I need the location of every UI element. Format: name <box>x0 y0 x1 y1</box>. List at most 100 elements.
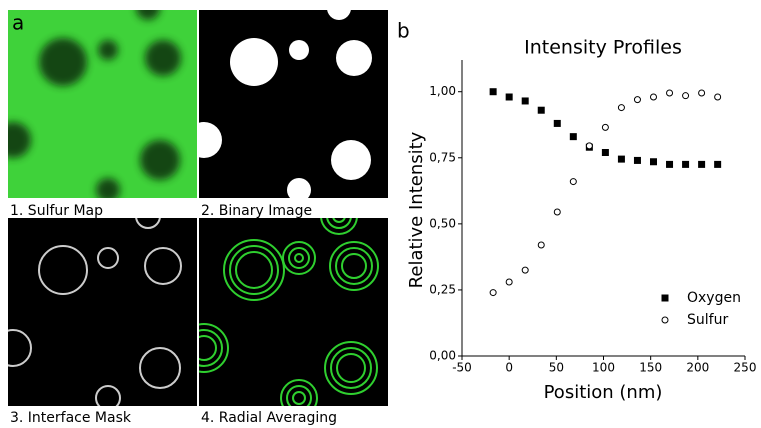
binary-blob <box>289 40 309 60</box>
mask-ring <box>135 218 161 229</box>
chart-title: Intensity Profiles <box>524 37 682 59</box>
point <box>569 133 577 141</box>
point <box>698 160 706 168</box>
legend-label: Sulfur <box>687 312 728 328</box>
blob <box>136 10 160 20</box>
caption: 1. Sulfur Map <box>10 203 103 219</box>
radial-ring <box>292 391 306 405</box>
binary-blob <box>327 10 351 20</box>
y-tick-label: 0,75 <box>429 150 456 164</box>
mask-ring <box>97 247 119 269</box>
point <box>633 156 641 164</box>
legend-marker <box>661 316 669 324</box>
legend-marker <box>661 294 669 302</box>
point <box>666 89 674 97</box>
radial-ring <box>324 341 378 395</box>
point <box>569 178 577 186</box>
point <box>553 119 561 127</box>
x-tick-label: 50 <box>549 361 564 375</box>
point <box>521 97 529 105</box>
x-axis-label: Position (nm) <box>544 382 663 403</box>
point <box>601 149 609 156</box>
point <box>537 106 545 114</box>
radial-ring <box>286 385 312 406</box>
point <box>601 123 609 131</box>
radial-ring <box>341 253 367 279</box>
radial-ring <box>326 218 352 229</box>
radial-ring <box>199 323 229 373</box>
radial-ring <box>223 239 285 301</box>
y-tick-label: 1,00 <box>429 84 456 98</box>
point <box>633 96 641 104</box>
radial-ring <box>329 241 379 291</box>
radial-ring <box>229 245 279 295</box>
point <box>714 93 722 101</box>
radial-ring <box>235 251 273 289</box>
blob <box>39 38 87 86</box>
x-tick-label: 100 <box>592 361 615 375</box>
point <box>617 104 625 112</box>
blob <box>145 40 181 76</box>
radial-ring <box>320 218 358 235</box>
blob <box>96 178 120 198</box>
radial-ring <box>336 353 366 383</box>
x-tick-label: 0 <box>505 361 513 375</box>
radial-ring <box>199 335 217 361</box>
x-tick-label: -50 <box>452 361 472 375</box>
point <box>553 208 561 216</box>
binary-blob <box>331 140 371 180</box>
mask-ring <box>38 245 88 295</box>
y-tick-label: 0,50 <box>429 216 456 230</box>
radial-ring <box>280 379 318 406</box>
point <box>682 160 690 168</box>
mask-ring <box>8 329 32 367</box>
panel-label: a <box>12 11 24 35</box>
point <box>537 241 545 249</box>
mask-ring <box>139 347 181 389</box>
blob <box>98 40 118 60</box>
point <box>505 278 513 286</box>
point <box>489 289 497 297</box>
point <box>682 92 690 100</box>
point <box>617 155 625 163</box>
caption: 3. Interface Mask <box>10 410 132 426</box>
interface-mask <box>8 218 197 406</box>
radial-ring <box>332 218 346 223</box>
radial-ring <box>335 247 373 285</box>
point <box>649 93 657 101</box>
caption: 4. Radial Averaging <box>201 410 337 426</box>
radial-ring <box>294 253 304 263</box>
radial-ring <box>199 329 223 367</box>
point <box>521 266 529 274</box>
y-tick-label: 0,00 <box>429 349 456 363</box>
x-tick-label: 250 <box>734 361 757 375</box>
radial-ring <box>330 347 372 389</box>
x-tick-label: 150 <box>639 361 662 375</box>
point <box>489 88 497 96</box>
binary-blob <box>199 122 222 158</box>
mask-rings <box>8 218 182 406</box>
legend-label: Oxygen <box>687 290 741 306</box>
blobs <box>8 10 181 198</box>
point <box>505 93 513 101</box>
blob <box>8 122 31 158</box>
binary-blobs <box>199 10 372 198</box>
mask-ring <box>95 385 121 406</box>
mask-ring <box>144 247 182 285</box>
caption: 2. Binary Image <box>201 203 312 219</box>
x-tick-label: 200 <box>686 361 709 375</box>
point <box>714 160 722 168</box>
blob <box>140 140 180 180</box>
binary-blob <box>287 178 311 198</box>
point <box>649 158 657 166</box>
point <box>698 89 706 97</box>
binary-blob <box>230 38 278 86</box>
panel-label: b <box>397 19 410 43</box>
radial-rings <box>199 218 379 406</box>
radial-ring <box>288 247 310 269</box>
binary-blob <box>336 40 372 76</box>
radial-ring <box>282 241 316 275</box>
point <box>585 142 593 150</box>
y-axis-label: Relative Intensity <box>406 131 427 288</box>
